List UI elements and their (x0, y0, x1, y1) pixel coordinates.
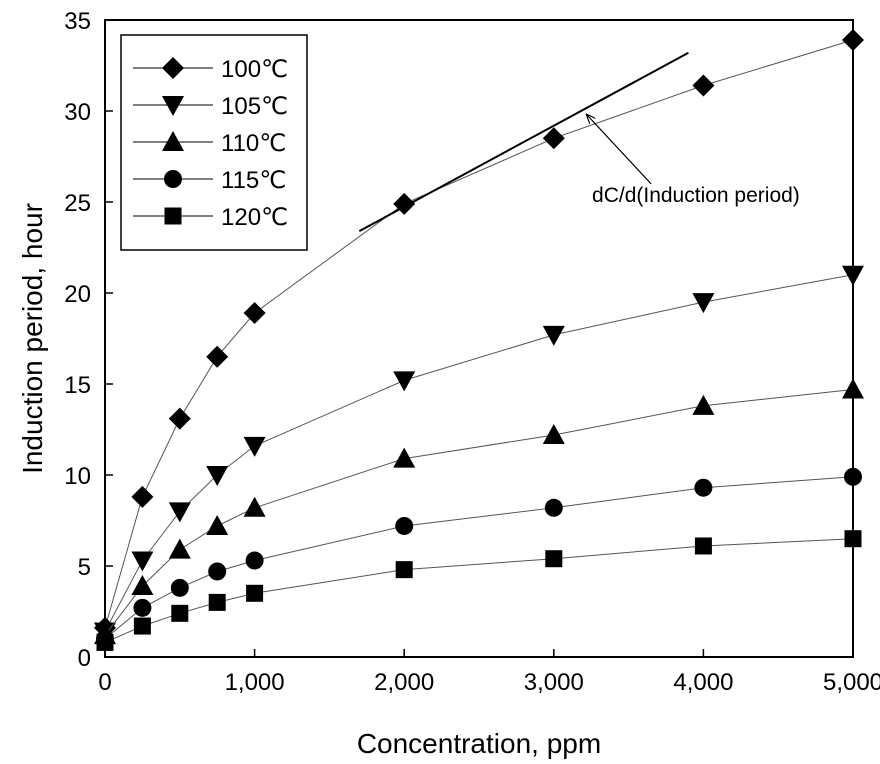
data-point (692, 394, 715, 415)
data-point (133, 598, 152, 617)
legend-label: 115℃ (221, 167, 286, 194)
data-point (393, 447, 416, 468)
annotation-text: dC/d(Induction period) (592, 184, 800, 207)
x-axis: 0 1,000 2,000 3,000 4,000 5,000 (98, 649, 880, 696)
y-tick-label: 0 (78, 645, 91, 672)
annotation-layer: dC/d(Induction period) (358, 51, 800, 232)
plot-frame (104, 19, 854, 658)
data-point (208, 562, 227, 581)
data-point (246, 584, 264, 602)
data-point (692, 74, 715, 97)
legend-label: 110℃ (221, 130, 286, 157)
data-point (243, 302, 266, 325)
x-tick-label: 4,000 (673, 669, 733, 696)
series-5 (96, 530, 862, 651)
data-point (168, 407, 191, 430)
data-point (168, 538, 191, 559)
data-point (206, 514, 229, 535)
data-point (542, 423, 565, 444)
data-point (694, 537, 712, 555)
series-layer (94, 29, 864, 651)
tangent-line (358, 51, 689, 232)
series-2 (94, 265, 864, 643)
legend-label: 105℃ (221, 93, 288, 120)
data-point (393, 371, 416, 392)
data-point (168, 502, 191, 523)
legend-marker (162, 131, 184, 151)
legend-marker (162, 57, 184, 79)
legend-item: 115℃ (133, 167, 286, 194)
data-point (131, 551, 154, 572)
legend-item: 110℃ (133, 130, 286, 157)
data-point (542, 127, 565, 150)
x-tick-label: 5,000 (823, 669, 880, 696)
data-point (694, 478, 713, 497)
legend-item: 100℃ (133, 56, 288, 83)
x-axis-title: Concentration, ppm (357, 728, 601, 759)
series-1 (94, 29, 864, 639)
y-tick-label: 30 (64, 99, 91, 126)
data-point (170, 578, 189, 597)
series-line (104, 476, 854, 640)
legend-marker (164, 170, 182, 188)
data-point (243, 496, 266, 517)
data-point (131, 575, 154, 596)
y-tick-label: 20 (64, 281, 91, 308)
data-point (395, 516, 414, 535)
y-tick-label: 5 (78, 554, 91, 581)
y-axis: 0 5 10 15 20 25 30 35 (64, 8, 113, 672)
series-4 (96, 467, 862, 648)
y-tick-label: 35 (64, 8, 91, 35)
annotation-arrow (587, 115, 652, 185)
x-tick-label: 1,000 (225, 669, 285, 696)
x-tick-label: 3,000 (524, 669, 584, 696)
data-point (131, 485, 154, 508)
legend-item: 105℃ (133, 93, 288, 120)
y-tick-label: 25 (64, 190, 91, 217)
legend-item: 120℃ (133, 204, 288, 231)
data-point (243, 436, 266, 457)
y-axis-title: Induction period, hour (17, 203, 48, 474)
data-point (542, 325, 565, 346)
data-point (206, 345, 229, 368)
legend-marker (164, 207, 182, 225)
legend-marker (162, 96, 184, 116)
data-point (544, 498, 563, 517)
legend-label: 100℃ (221, 56, 288, 83)
legend-label: 120℃ (221, 204, 288, 231)
x-tick-label: 2,000 (374, 669, 434, 696)
data-point (206, 466, 229, 486)
y-tick-label: 15 (64, 372, 91, 399)
y-tick-label: 10 (64, 463, 91, 490)
data-point (692, 293, 715, 314)
data-point (245, 551, 264, 570)
x-tick-label: 0 (98, 669, 111, 696)
data-point (395, 561, 413, 579)
series-3 (94, 378, 864, 645)
data-point (545, 550, 563, 568)
series-line (104, 538, 854, 643)
data-point (171, 604, 189, 622)
data-point (208, 593, 226, 611)
data-point (133, 617, 151, 635)
legend: 100℃ 105℃ 110℃ 115℃ 120℃ (120, 34, 308, 251)
